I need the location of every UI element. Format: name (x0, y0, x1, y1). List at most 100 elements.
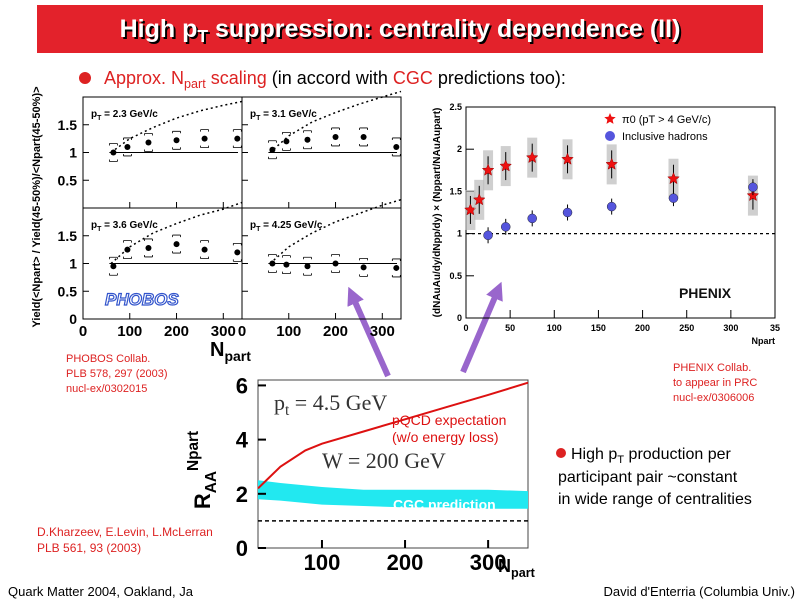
sys-bracket (391, 137, 401, 157)
panel-label: pT = 3.6 GeV/c (91, 220, 158, 233)
data-point (668, 193, 679, 203)
y-tick-label: 0.5 (58, 172, 78, 188)
theory-credit: D.Kharzeev, E.Levin, L.McLerran PLB 561, … (37, 525, 213, 555)
y-axis-label: (dNAuAu/dy/dNpp/dy) × (Nppart/NAuAupart) (432, 108, 443, 318)
phenix-credit: PHENIX Collab. to appear in PRC nucl-ex/03… (673, 362, 757, 404)
x-tick-label: 0 (463, 323, 468, 333)
title: High pT suppression: centrality dependen… (120, 15, 681, 46)
y-tick-label: 1 (69, 145, 77, 161)
data-point (304, 136, 311, 143)
sys-bracket (359, 257, 368, 277)
x-tick-label: 150 (591, 323, 606, 333)
data-point (173, 137, 180, 144)
y-tick-label: 4 (236, 428, 249, 453)
sys-bracket (108, 143, 118, 162)
annotation: W = 200 GeV (322, 448, 446, 473)
x-tick-label: 300 (723, 323, 738, 333)
data-point (500, 222, 511, 232)
bullet-text: Approx. Npart scaling (in accord with CG… (104, 68, 566, 91)
plot-frame (257, 379, 529, 549)
y-tick-label: 0 (69, 311, 77, 327)
title-shadow: High pT suppression: centrality dependen… (122, 17, 683, 48)
data-point (124, 246, 131, 253)
footer-left: Quark Matter 2004, Oakland, Ja (8, 584, 194, 599)
data-point (393, 264, 400, 271)
y-tick-label: 1.5 (449, 186, 462, 196)
data-point (110, 149, 117, 156)
y-tick-label: 1.5 (58, 117, 78, 133)
x-tick-label: 35 (770, 323, 780, 333)
x-tick-label: 0 (79, 323, 87, 340)
data-point (605, 157, 619, 170)
x-tick-label: 200 (635, 323, 650, 333)
legend-label: Inclusive hadrons (622, 131, 708, 143)
data-point (481, 163, 495, 176)
data-point (606, 201, 617, 212)
sys-bracket (359, 127, 368, 147)
data-point (360, 264, 367, 271)
bullet-icon (556, 448, 566, 458)
data-point (561, 152, 574, 165)
sys-bracket (123, 137, 132, 157)
sys-bracket (108, 256, 118, 276)
y-tick-label: 0.5 (449, 271, 462, 281)
data-point (234, 135, 241, 142)
y-tick-label: 0 (457, 313, 462, 323)
data-point (124, 143, 131, 150)
data-point (304, 263, 311, 270)
legend-marker (605, 131, 615, 141)
x-tick-label: 200 (323, 323, 348, 340)
legend-marker (604, 113, 616, 124)
panel-label: pT = 4.25 GeV/c (250, 220, 323, 233)
series-label: pQCD expectation (w/o energy loss) (392, 412, 506, 445)
data-point (332, 133, 339, 140)
sys-bracket (331, 254, 340, 273)
y-tick-label: 2 (236, 482, 248, 507)
data-point (360, 133, 367, 140)
x-tick-label: 0 (238, 323, 246, 340)
y-tick-label: 1.5 (58, 228, 78, 244)
sys-bracket (331, 127, 340, 147)
data-point (472, 193, 486, 206)
y-tick-label: 6 (236, 373, 248, 398)
data-point (173, 241, 180, 248)
sys-bracket (200, 240, 209, 260)
sys-bracket (123, 240, 132, 260)
x-tick-label: 250 (679, 323, 694, 333)
y-tick-label: 2.5 (449, 102, 462, 112)
sys-bracket (144, 133, 153, 152)
sys-bracket (200, 129, 209, 149)
phobos-x-label: Npart (210, 339, 251, 364)
x-tick-label: 100 (547, 323, 562, 333)
pqcd-line (257, 381, 529, 490)
logo: PHENIX (679, 285, 732, 301)
data-point (145, 244, 152, 251)
legend-label: π0 (pT > 4 GeV/c) (622, 114, 711, 126)
y-axis-label: RAANpart (185, 431, 220, 509)
x-tick-label: 300 (370, 323, 395, 340)
data-point (110, 263, 117, 270)
nbin-curve (110, 201, 243, 265)
sys-bracket (232, 129, 242, 149)
logo: PHOBOS (105, 290, 179, 309)
sys-bracket (282, 255, 291, 275)
x-axis-label: Npart (498, 556, 536, 580)
x-tick-label: 200 (164, 323, 189, 340)
sys-bracket (144, 238, 153, 258)
sys-bracket (303, 130, 312, 150)
arrow (460, 281, 503, 374)
y-tick-label: 2 (457, 144, 462, 154)
x-tick-label: 300 (470, 550, 507, 575)
data-point (332, 260, 339, 267)
footer-right: David d'Enterria (Columbia Univ.) (603, 584, 795, 599)
data-point (748, 182, 758, 192)
data-point (283, 138, 290, 145)
bullet-icon (79, 72, 91, 84)
title-bar (37, 5, 763, 53)
nbin-curve (269, 90, 402, 154)
y-tick-label: 1 (69, 256, 77, 272)
panel-label: pT = 3.1 GeV/c (250, 109, 317, 122)
data-point (527, 213, 537, 224)
x-tick-label: 50 (505, 323, 515, 333)
